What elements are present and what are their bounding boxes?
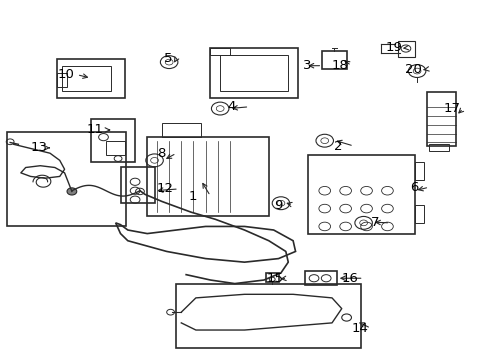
Circle shape bbox=[67, 188, 77, 195]
Bar bbox=[266, 273, 278, 282]
Text: 6: 6 bbox=[409, 181, 417, 194]
Bar bbox=[322, 51, 346, 69]
Text: 19: 19 bbox=[385, 41, 402, 54]
Bar bbox=[176, 284, 361, 348]
Bar bbox=[210, 48, 229, 55]
Bar bbox=[62, 66, 111, 91]
Bar bbox=[414, 162, 424, 180]
Text: 17: 17 bbox=[443, 102, 460, 115]
Text: 18: 18 bbox=[331, 59, 348, 72]
Bar bbox=[57, 73, 67, 87]
Text: 11: 11 bbox=[86, 123, 103, 136]
Bar bbox=[428, 144, 448, 152]
Bar bbox=[305, 271, 336, 285]
Text: 1: 1 bbox=[188, 190, 197, 203]
Text: 16: 16 bbox=[341, 272, 358, 285]
Bar bbox=[414, 205, 424, 223]
Bar bbox=[120, 167, 154, 203]
Bar bbox=[91, 119, 135, 162]
Bar bbox=[210, 48, 297, 98]
Text: 5: 5 bbox=[164, 52, 172, 65]
Text: 8: 8 bbox=[157, 147, 165, 160]
Text: 10: 10 bbox=[57, 68, 74, 81]
Text: 12: 12 bbox=[157, 183, 174, 195]
Text: 9: 9 bbox=[273, 198, 282, 212]
Bar bbox=[397, 41, 414, 57]
Bar bbox=[162, 123, 201, 137]
Text: 2: 2 bbox=[334, 140, 342, 153]
Bar bbox=[57, 59, 125, 98]
Text: 3: 3 bbox=[302, 59, 311, 72]
Bar bbox=[307, 155, 414, 234]
Text: 15: 15 bbox=[266, 272, 283, 285]
Text: 13: 13 bbox=[30, 141, 47, 154]
Text: 4: 4 bbox=[227, 100, 235, 113]
Bar bbox=[147, 137, 268, 216]
Text: 7: 7 bbox=[370, 216, 379, 229]
Text: 20: 20 bbox=[404, 63, 421, 76]
Bar bbox=[7, 132, 126, 226]
Bar bbox=[426, 93, 455, 146]
Bar bbox=[106, 141, 125, 155]
Text: 14: 14 bbox=[351, 322, 367, 335]
Bar bbox=[220, 55, 287, 91]
